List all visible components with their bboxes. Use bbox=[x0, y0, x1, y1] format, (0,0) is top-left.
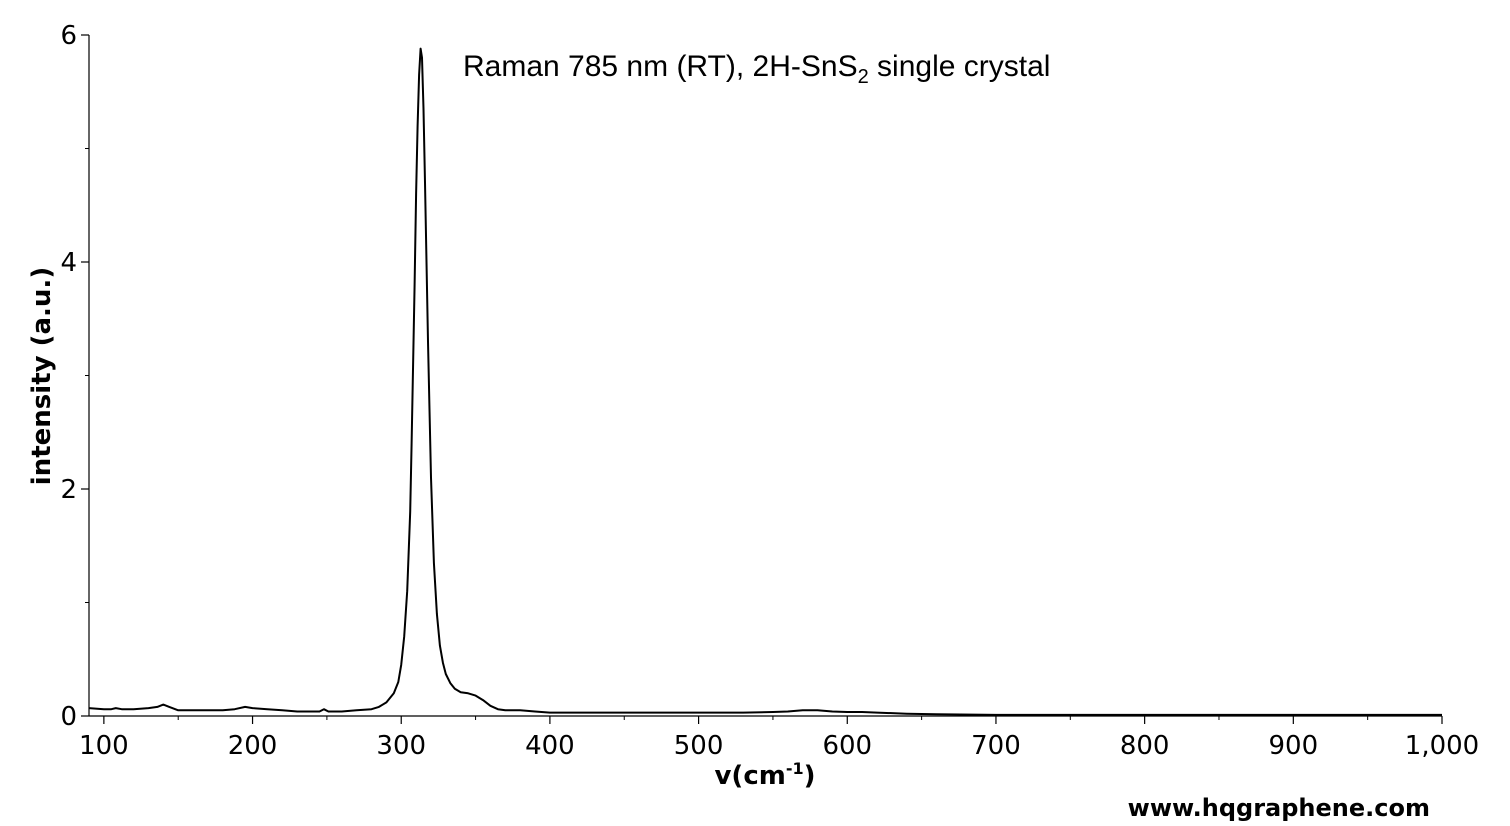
x-tick-label: 900 bbox=[1268, 731, 1318, 761]
x-tick-label: 400 bbox=[525, 731, 575, 761]
y-tick-label: 0 bbox=[60, 702, 77, 732]
x-tick-label: 500 bbox=[674, 731, 724, 761]
axes bbox=[88, 35, 1442, 717]
x-tick-label: 300 bbox=[376, 731, 426, 761]
x-axis-title-main: v(cm bbox=[714, 761, 785, 791]
x-axis-title-superscript: -1 bbox=[786, 759, 804, 778]
chart-title: Raman 785 nm (RT), 2H-SnS2 single crysta… bbox=[463, 50, 1050, 88]
series-line bbox=[88, 47, 1442, 716]
y-axis-title: intensity (a.u.) bbox=[27, 267, 57, 485]
y-ticks: 0 2 4 6 bbox=[60, 21, 89, 732]
x-tick-label: 700 bbox=[971, 731, 1021, 761]
y-tick-label: 4 bbox=[60, 248, 77, 278]
x-tick-label: 200 bbox=[228, 731, 278, 761]
x-tick-label: 1,000 bbox=[1405, 731, 1479, 761]
x-axis-title-suffix: ) bbox=[804, 761, 816, 791]
y-tick-label: 6 bbox=[60, 21, 77, 51]
x-ticks: 100 200 300 400 500 600 700 800 900 1,000 bbox=[79, 716, 1479, 761]
chart-title-main: Raman 785 nm (RT), 2H-SnS bbox=[463, 50, 858, 83]
x-tick-label: 600 bbox=[822, 731, 872, 761]
y-tick-label: 2 bbox=[60, 475, 77, 505]
x-tick-label: 100 bbox=[79, 731, 129, 761]
watermark-url: www.hqgraphene.com bbox=[1128, 794, 1430, 822]
x-axis-title: v(cm-1) bbox=[714, 759, 815, 791]
chart-title-suffix: single crystal bbox=[869, 50, 1051, 83]
chart-title-subscript: 2 bbox=[858, 66, 869, 88]
x-tick-label: 800 bbox=[1120, 731, 1170, 761]
